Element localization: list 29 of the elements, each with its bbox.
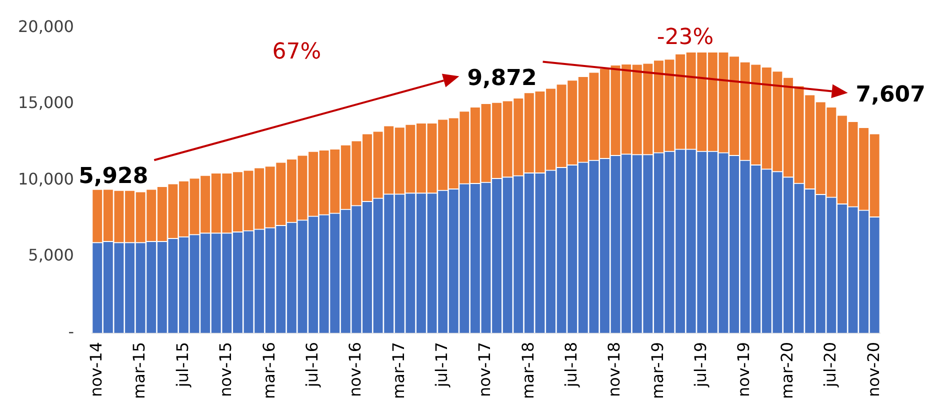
x-tick-label: nov-17: [475, 342, 494, 398]
annotation: 9,872: [467, 66, 537, 91]
x-tick-label: jul-17: [432, 342, 451, 388]
y-tick-label: 20,000: [18, 16, 74, 36]
x-tick-label: mar-20: [777, 342, 796, 399]
x-tick-label: jul-20: [820, 342, 840, 388]
x-tick-label: jul-16: [302, 342, 322, 388]
y-tick-label: 5,000: [28, 246, 74, 265]
annotation: 7,607: [856, 82, 926, 108]
x-tick-label: nov-14: [86, 342, 106, 398]
x-tick-label: mar-18: [518, 342, 538, 399]
y-tick-label: 15,000: [18, 93, 74, 112]
x-tick-label: jul-19: [691, 342, 710, 388]
x-tick-label: nov-20: [864, 342, 883, 398]
annotation: -23%: [656, 24, 714, 50]
x-tick-label: nov-16: [346, 342, 365, 398]
x-tick-label: mar-17: [388, 342, 408, 399]
x-tick-label: nov-15: [216, 342, 236, 398]
x-tick-label: mar-15: [130, 342, 149, 399]
x-tick-label: jul-15: [172, 342, 192, 388]
x-tick-label: mar-16: [259, 342, 278, 399]
y-tick-label: -: [68, 322, 74, 342]
x-tick-label: jul-18: [562, 342, 581, 388]
x-tick-label: mar-19: [648, 342, 667, 399]
x-tick-label: nov-18: [604, 342, 624, 398]
annotation: 5,928: [78, 164, 148, 190]
y-tick-label: 10,000: [18, 169, 74, 188]
x-tick-label: nov-19: [734, 342, 754, 398]
annotation: 67%: [272, 39, 322, 64]
